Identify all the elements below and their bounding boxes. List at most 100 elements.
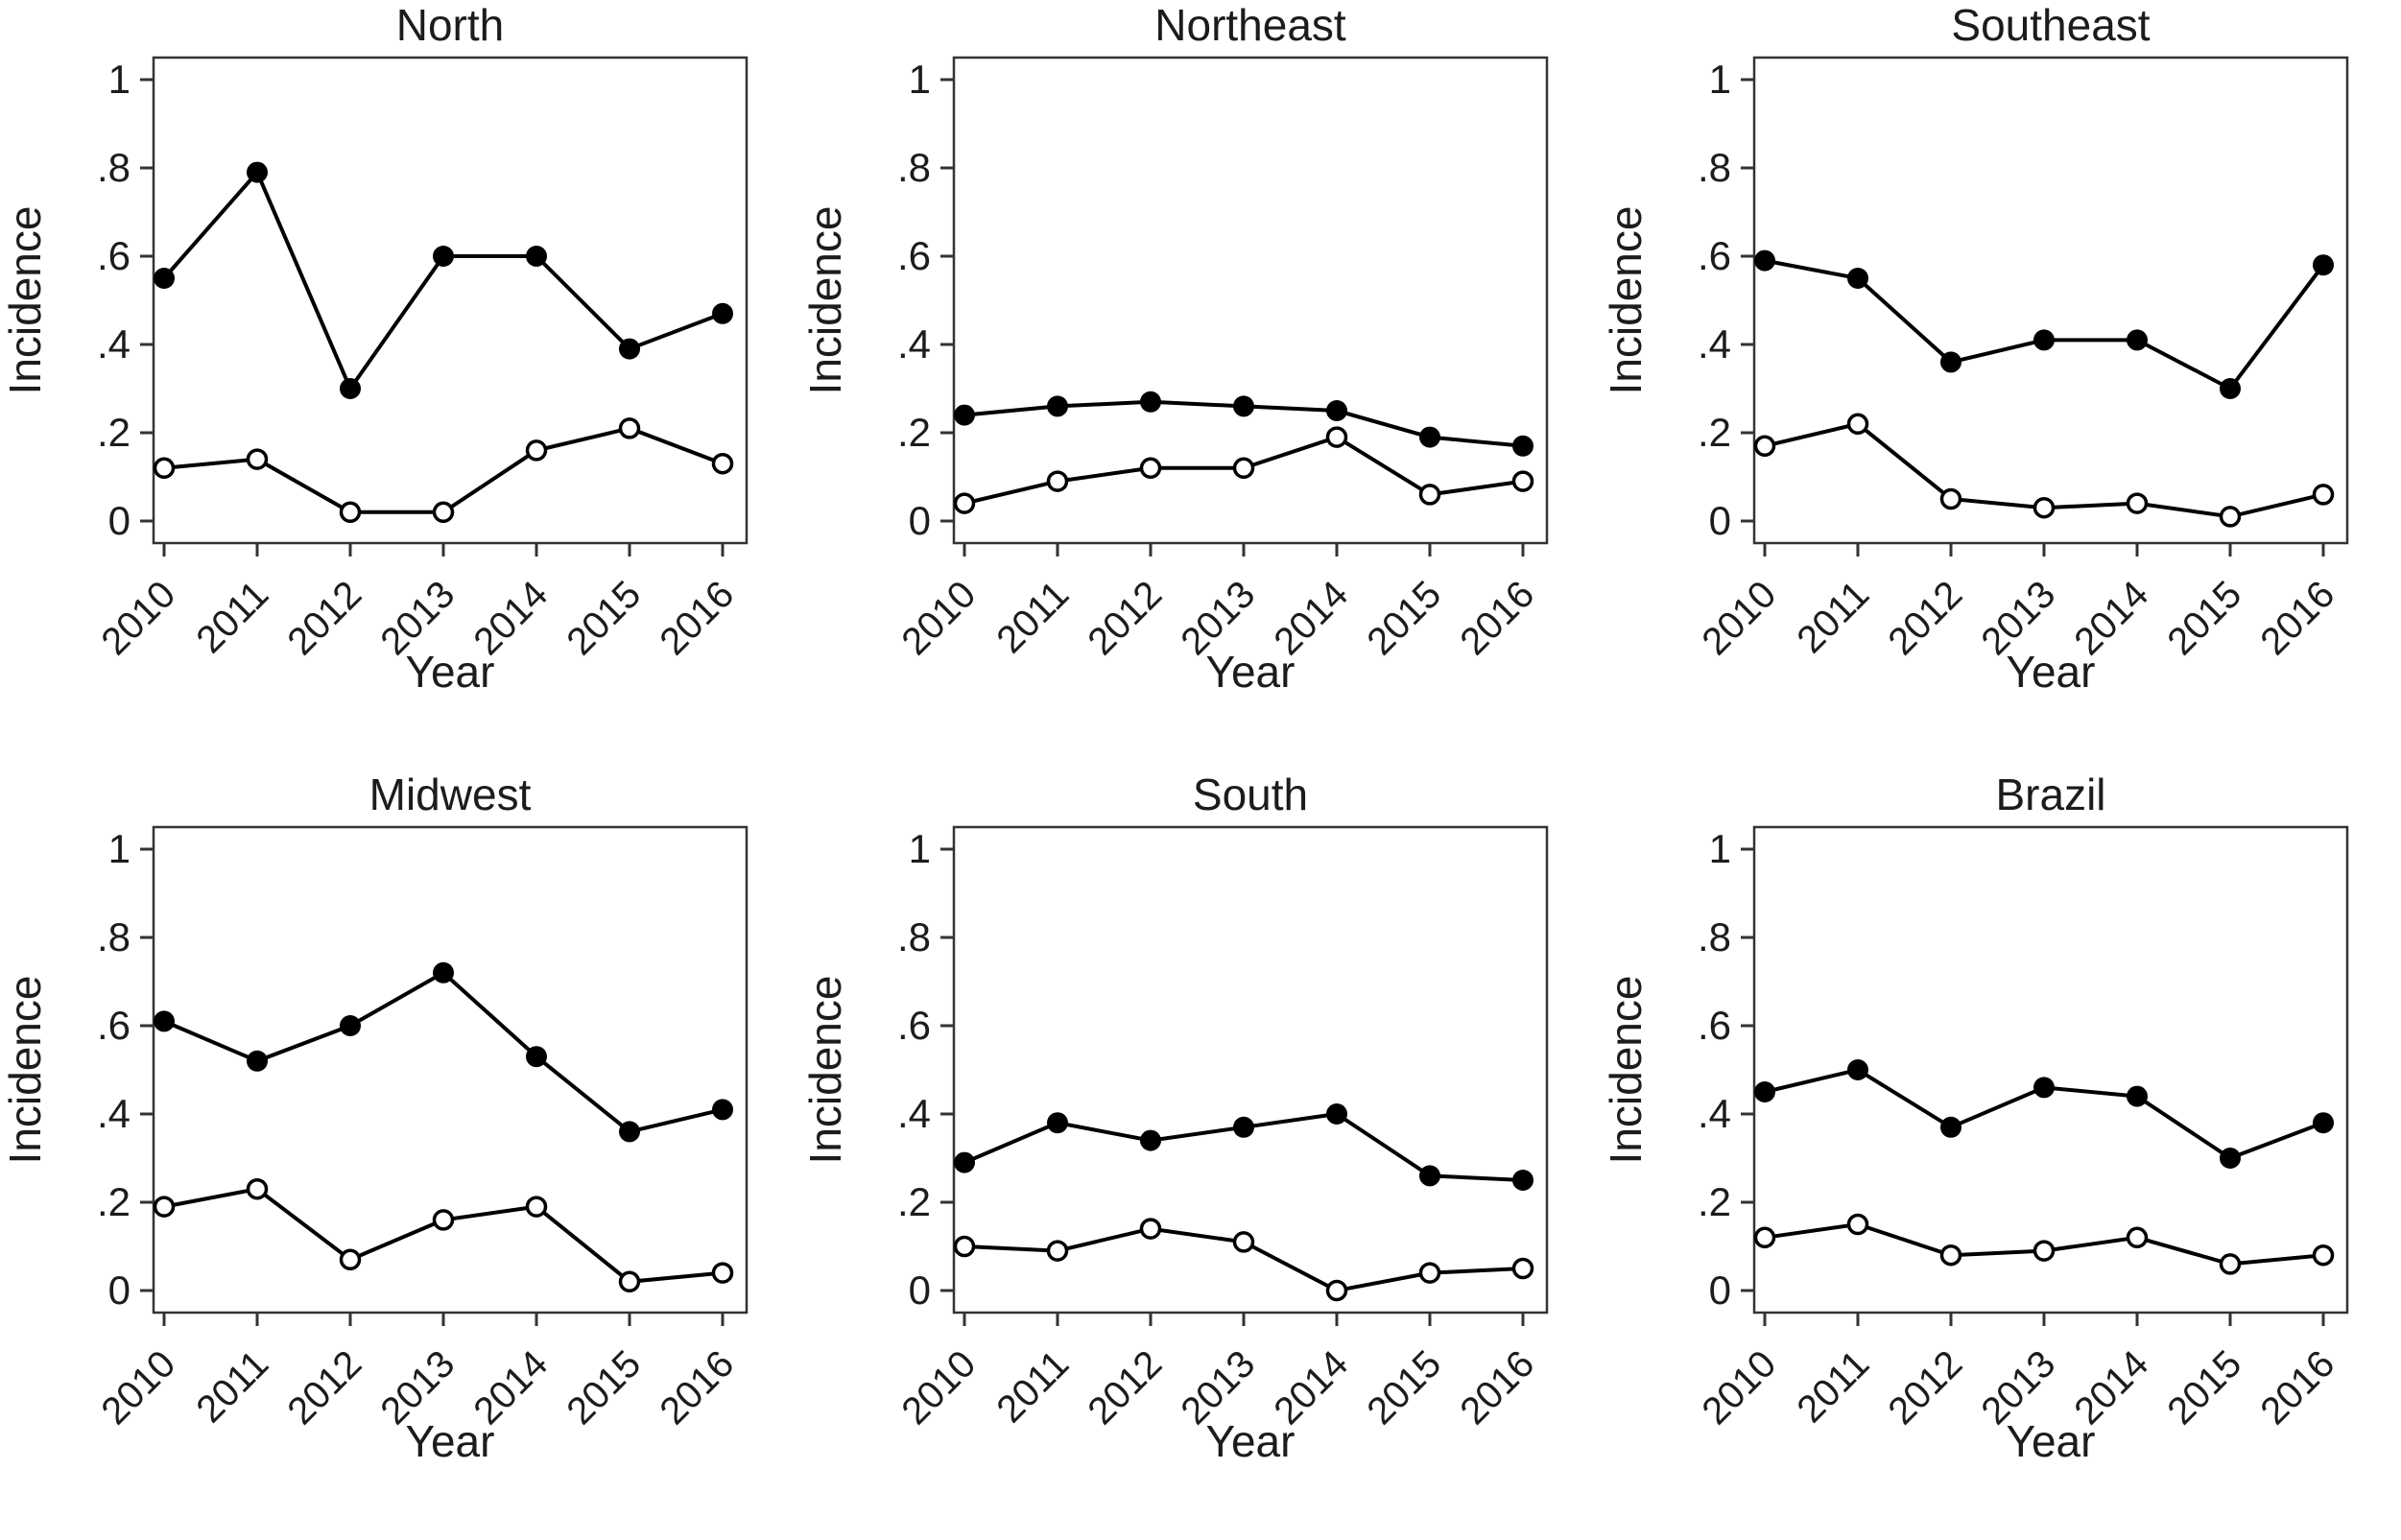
x-axis-label: Year (406, 1416, 495, 1466)
y-tick-label: 1 (108, 57, 131, 102)
marker-open-circle (1511, 470, 1534, 492)
marker-open-circle (153, 1196, 176, 1218)
panel-southeast: Southeast 0 .2 .4 .6 .8 1 Incidence 2010 2011 2012… (1601, 0, 2401, 770)
chart-title: North (396, 0, 504, 50)
y-tick-label: .4 (97, 321, 131, 367)
marker-filled-circle (619, 1121, 640, 1143)
x-tick-label: 2010 (1694, 573, 1784, 663)
marker-filled-circle (1326, 1103, 1347, 1125)
y-tick-label: 0 (909, 498, 931, 543)
y-tick-label: 0 (1709, 1268, 1731, 1313)
marker-open-circle (953, 492, 976, 514)
x-tick-label: 2015 (1359, 573, 1449, 663)
marker-open-circle (1753, 435, 1776, 458)
y-tick-label: .4 (97, 1091, 131, 1136)
x-tick-label: 2011 (1789, 1342, 1877, 1431)
marker-filled-circle (1512, 1170, 1533, 1191)
marker-filled-circle (954, 404, 975, 426)
marker-filled-circle (1233, 1116, 1254, 1138)
x-tick-label: 2011 (988, 1342, 1077, 1431)
x-tick-label: 2016 (652, 1342, 742, 1433)
marker-filled-circle (712, 302, 733, 324)
marker-filled-circle (1140, 391, 1161, 413)
marker-filled-circle (1940, 1116, 1961, 1138)
marker-open-circle (711, 452, 734, 475)
marker-filled-circle (1419, 426, 1440, 448)
marker-filled-circle (1847, 268, 1868, 289)
x-tick-label: 2010 (893, 573, 984, 663)
y-tick-label: .8 (1698, 914, 1731, 960)
marker-open-circle (432, 1209, 455, 1231)
series-line-filled-circle (162, 168, 724, 393)
y-tick-label: .8 (97, 145, 131, 190)
marker-open-circle (1232, 1231, 1255, 1253)
x-tick-label: 2015 (559, 573, 649, 663)
marker-filled-circle (1233, 395, 1254, 417)
marker-open-circle (1939, 487, 1962, 510)
plot-frame (952, 56, 1549, 545)
y-axis-label: Incidence (800, 976, 850, 1165)
marker-filled-circle (526, 1046, 547, 1068)
x-axis-label: Year (2007, 647, 2096, 697)
y-axis-label: Incidence (0, 206, 50, 395)
y-tick-label: .2 (97, 1179, 131, 1224)
y-tick-label: .2 (97, 410, 131, 455)
x-tick-label: 2011 (988, 573, 1077, 661)
y-tick-label: 1 (1709, 57, 1731, 102)
marker-open-circle (246, 1177, 269, 1200)
y-tick-label: 1 (1709, 826, 1731, 871)
panel-south: South 0.2.4.6.8 1 Incidence 2010 2011 2012 2013… (800, 770, 1601, 1539)
marker-filled-circle (1419, 1165, 1440, 1187)
x-tick-label: 2011 (188, 573, 276, 661)
y-tick-label: .2 (897, 1179, 931, 1224)
marker-filled-circle (2127, 329, 2148, 351)
marker-filled-circle (526, 246, 547, 267)
y-tick-label: .2 (897, 410, 931, 455)
marker-open-circle (1232, 457, 1255, 480)
x-tick-label: 2010 (93, 1342, 183, 1433)
y-tick-label: 0 (909, 1268, 931, 1313)
marker-filled-circle (2033, 329, 2055, 351)
y-tick-label: .6 (897, 233, 931, 278)
marker-filled-circle (2313, 254, 2334, 276)
x-tick-label: 2012 (1880, 1342, 1970, 1433)
y-tick-label: .6 (1698, 1003, 1731, 1048)
marker-open-circle (2126, 1226, 2149, 1249)
marker-filled-circle (154, 1010, 175, 1032)
y-tick-label: 1 (909, 57, 931, 102)
chart-title: Brazil (1995, 770, 2105, 819)
marker-open-circle (525, 439, 548, 462)
marker-filled-circle (340, 378, 361, 399)
y-tick-label: .6 (897, 1003, 931, 1048)
marker-open-circle (1939, 1244, 1962, 1267)
marker-filled-circle (2220, 378, 2241, 399)
marker-open-circle (1139, 457, 1162, 480)
marker-filled-circle (1140, 1129, 1161, 1151)
y-tick-label: 0 (108, 498, 131, 543)
marker-filled-circle (247, 1050, 268, 1072)
x-tick-label: 2012 (279, 1342, 369, 1433)
x-tick-label: 2011 (1789, 573, 1877, 661)
y-tick-label: .6 (97, 1003, 131, 1048)
chart-northeast: Northeast 0 .2 .4 .6 .8 1 Incidence 2010 2011 2012… (800, 0, 1549, 697)
marker-open-circle (2126, 492, 2149, 514)
panel-north: North 0.2.4.6.8 1 Incidence 2010 2011 2012 2013… (0, 0, 800, 770)
plot-frame (152, 825, 749, 1315)
panel-brazil: Brazil 0 .2 .4 .6 .8 1 Incidence 2010 2011 2012 201… (1601, 770, 2401, 1539)
x-axis-label: Year (1206, 647, 1296, 697)
x-tick-label: 2016 (2252, 573, 2342, 663)
plot-frame (1752, 56, 2349, 545)
marker-filled-circle (954, 1151, 975, 1173)
marker-open-circle (339, 501, 362, 524)
series-line-open-circle (163, 1187, 724, 1284)
marker-filled-circle (2313, 1112, 2334, 1134)
marker-filled-circle (1940, 351, 1961, 373)
marker-open-circle (1325, 1279, 1348, 1302)
marker-open-circle (339, 1248, 362, 1271)
marker-filled-circle (433, 961, 454, 983)
y-axis-label: Incidence (800, 206, 850, 395)
chart-midwest: Midwest 0 .2 .4 .6 .8 1 Incidence 2010 2011 2012 20… (0, 770, 749, 1466)
y-tick-label: .8 (1698, 145, 1731, 190)
